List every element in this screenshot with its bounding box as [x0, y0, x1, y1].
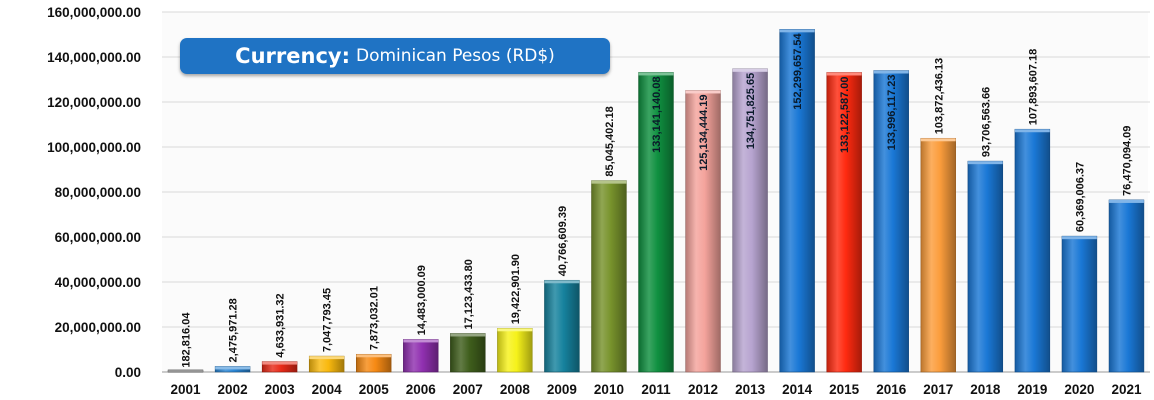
x-tick-label: 2020 — [1064, 382, 1094, 397]
y-tick-label: 40,000,000.00 — [55, 275, 141, 290]
bar-cap-2017 — [920, 138, 956, 142]
x-tick-label: 2004 — [312, 382, 343, 397]
x-tick-label: 2003 — [265, 382, 296, 397]
bar-2017 — [920, 137, 956, 373]
x-tick-label: 2019 — [1017, 382, 1047, 397]
x-tick-label: 2017 — [923, 382, 953, 397]
x-tick-label: 2021 — [1111, 382, 1142, 397]
x-tick-label: 2014 — [782, 382, 813, 397]
bar-cap-2008 — [497, 328, 533, 332]
data-label-2007: 17,123,433.80 — [463, 259, 475, 329]
data-label-2016: 133,996,117.23 — [886, 75, 898, 151]
bar-cap-2002 — [215, 366, 250, 370]
data-label-2013: 134,751,825.65 — [745, 73, 757, 149]
currency-badge-value: Dominican Pesos (RD$) — [355, 46, 555, 66]
data-label-2001: 182,816.04 — [181, 312, 193, 368]
data-label-2010: 85,045,402.18 — [604, 106, 616, 176]
bar-cap-2016 — [873, 70, 909, 74]
bar-cap-2012 — [685, 90, 721, 94]
bar-2019 — [1014, 128, 1051, 373]
bar-cap-2021 — [1109, 199, 1144, 203]
data-label-2020: 60,369,006.37 — [1074, 162, 1086, 232]
y-tick-label: 120,000,000.00 — [47, 95, 141, 110]
x-tick-label: 2011 — [641, 382, 671, 397]
y-tick-label: 20,000,000.00 — [55, 320, 141, 335]
bar-2009 — [544, 279, 580, 373]
bar-cap-2013 — [732, 68, 768, 72]
x-tick-label: 2018 — [970, 382, 1001, 397]
bar-2021 — [1108, 199, 1145, 373]
bar-2006 — [403, 339, 439, 373]
data-label-2002: 2,475,971.28 — [228, 298, 240, 362]
data-label-2005: 7,873,032.01 — [369, 286, 381, 350]
bar-2016 — [873, 70, 909, 373]
data-label-2006: 14,483,000.09 — [416, 265, 428, 335]
bar-cap-2005 — [356, 354, 392, 358]
bar-cap-2018 — [967, 161, 1003, 165]
x-tick-label: 2015 — [829, 382, 860, 397]
bar-cap-2009 — [544, 280, 580, 284]
bar-cap-2003 — [262, 361, 298, 365]
bar-2020 — [1061, 235, 1098, 373]
bar-cap-2006 — [403, 339, 439, 343]
y-tick-label: 60,000,000.00 — [55, 230, 141, 245]
data-label-2017: 103,872,436.13 — [933, 58, 945, 134]
bar-2007 — [450, 333, 486, 373]
data-labels: 182,816.04 2,475,971.28 4,633,931.32 7,047,… — [181, 32, 1134, 367]
bars — [167, 29, 1145, 373]
x-tick-label: 2001 — [171, 382, 202, 397]
bar-cap-2001 — [168, 370, 203, 372]
bar-2011 — [638, 72, 674, 373]
currency-badge: Currency: Dominican Pesos (RD$) — [180, 38, 610, 74]
x-tick-label: 2012 — [688, 382, 718, 397]
data-label-2012: 125,134,444.19 — [698, 94, 710, 170]
data-label-2014: 152,299,657.54 — [792, 32, 804, 109]
x-tick-label: 2008 — [500, 382, 531, 397]
x-tick-label: 2016 — [876, 382, 907, 397]
currency-badge-key: Currency: — [235, 44, 350, 68]
bar-cap-2015 — [826, 72, 862, 76]
x-tick-label: 2005 — [359, 382, 390, 397]
bar-2010 — [591, 180, 627, 373]
data-label-2018: 93,706,563.66 — [980, 87, 992, 157]
y-axis-tick-labels: 0.00 20,000,000.00 40,000,000.00 60,000,000… — [47, 5, 141, 380]
bar-2015 — [826, 72, 862, 373]
data-label-2019: 107,893,607.18 — [1027, 49, 1039, 125]
x-tick-label: 2002 — [218, 382, 248, 397]
data-label-2008: 19,422,901.90 — [510, 254, 522, 324]
data-label-2011: 133,141,140.08 — [651, 76, 663, 152]
data-label-2003: 4,633,931.32 — [275, 293, 287, 357]
bar-cap-2010 — [591, 180, 627, 184]
bar-cap-2011 — [638, 72, 674, 76]
y-tick-label: 80,000,000.00 — [55, 185, 141, 200]
bar-2014 — [779, 29, 815, 373]
bar-2008 — [497, 327, 533, 373]
bar-2012 — [685, 90, 721, 373]
bar-cap-2014 — [779, 29, 815, 33]
y-tick-label: 100,000,000.00 — [47, 140, 141, 155]
bar-2013 — [732, 68, 768, 373]
x-axis-tick-labels: 2001 2002 2003 2004 2005 2006 2007 2008 2009 2010… — [171, 382, 1142, 397]
data-label-2015: 133,122,587.00 — [839, 76, 851, 152]
y-tick-label: 0.00 — [115, 365, 141, 380]
bar-cap-2007 — [450, 333, 486, 337]
bar-cap-2020 — [1062, 236, 1097, 240]
x-tick-label: 2010 — [594, 382, 624, 397]
y-tick-label: 160,000,000.00 — [47, 5, 141, 20]
x-tick-label: 2006 — [406, 382, 437, 397]
bar-2018 — [967, 160, 1004, 373]
bar-cap-2019 — [1014, 129, 1050, 133]
data-label-2004: 7,047,793.45 — [322, 288, 334, 352]
x-tick-label: 2013 — [735, 382, 766, 397]
x-tick-label: 2009 — [547, 382, 577, 397]
data-label-2009: 40,766,609.39 — [557, 206, 569, 276]
x-tick-label: 2007 — [453, 382, 483, 397]
data-label-2021: 76,470,094.09 — [1121, 126, 1133, 196]
y-tick-label: 140,000,000.00 — [47, 50, 141, 65]
bar-cap-2004 — [309, 356, 345, 360]
